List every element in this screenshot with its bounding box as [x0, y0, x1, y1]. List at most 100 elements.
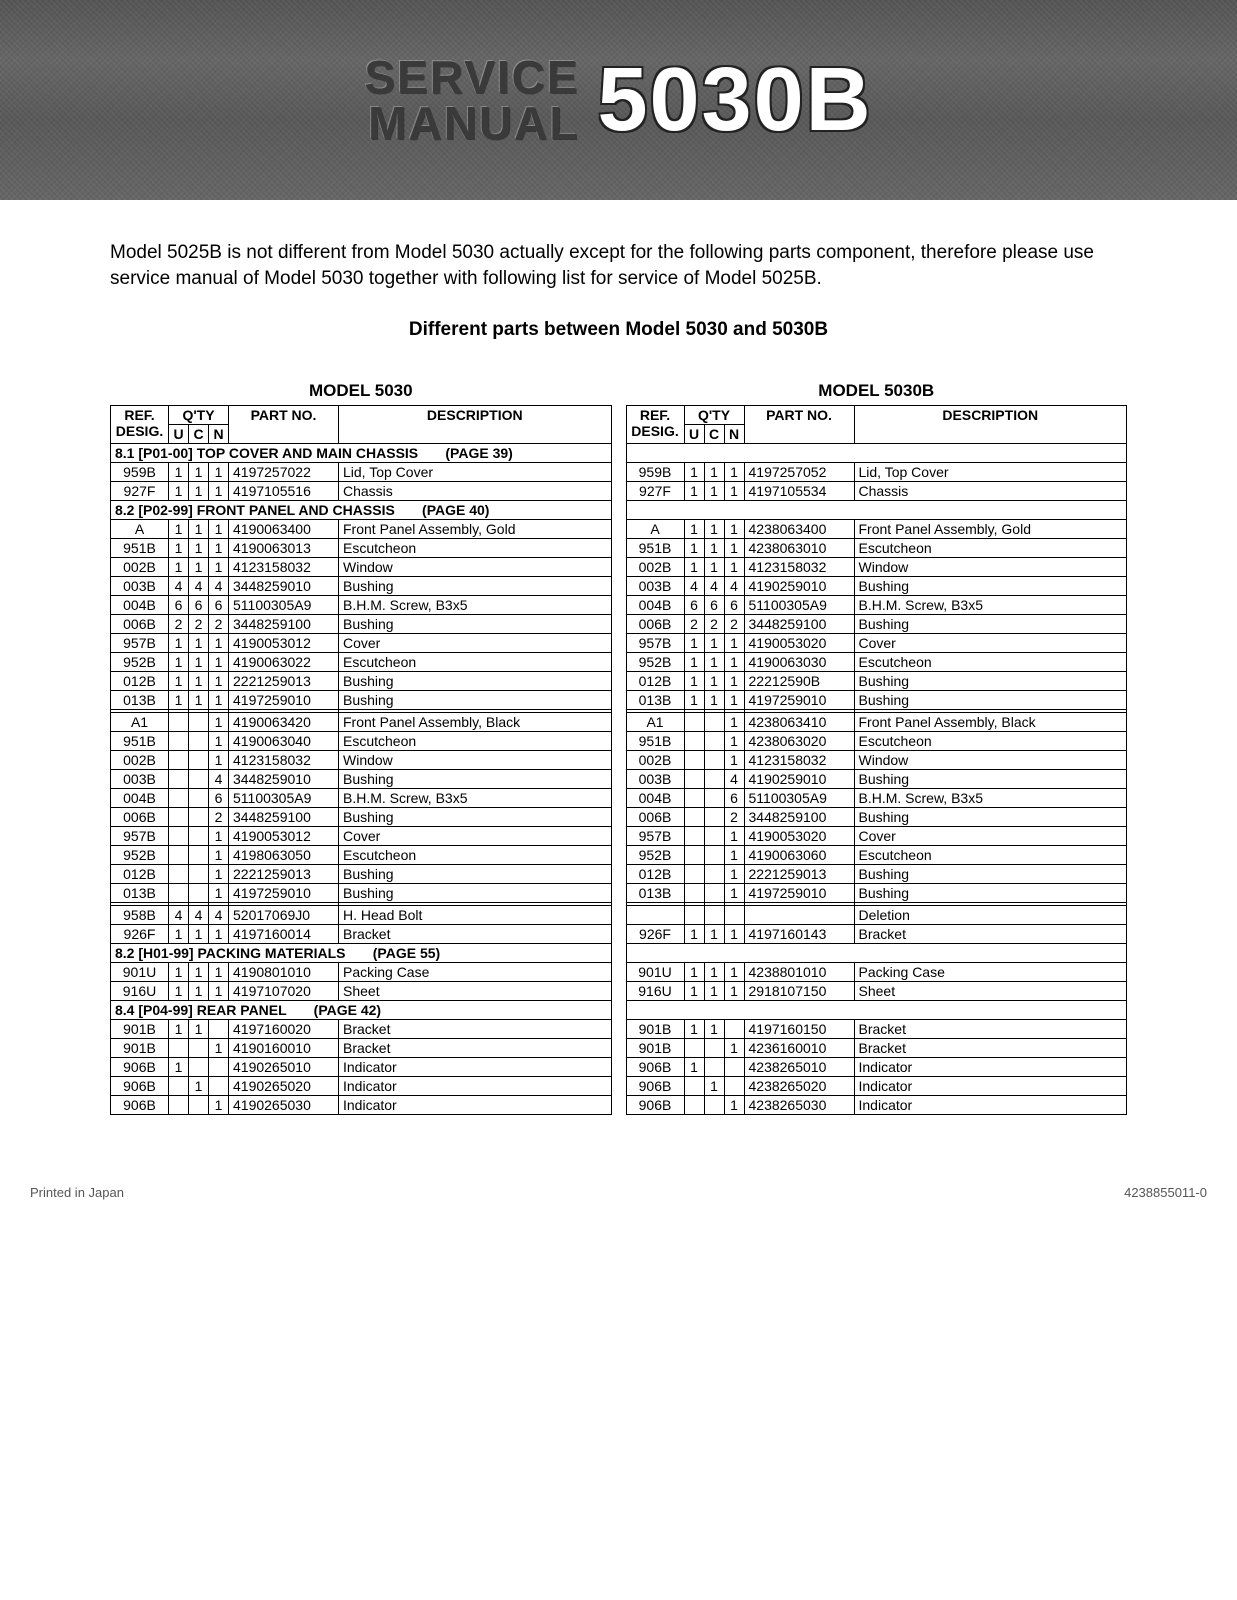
table-row: 957B 1 4190053020 Cover — [626, 827, 1127, 846]
cell-n: 1 — [724, 732, 744, 751]
cell-partno: 3448259100 — [744, 615, 854, 634]
cell-u: 1 — [684, 482, 704, 501]
cell-desc: Bushing — [339, 615, 612, 634]
cell-n — [209, 1020, 229, 1039]
cell-n: 6 — [209, 789, 229, 808]
cell-c: 1 — [189, 558, 209, 577]
cell-u: 1 — [684, 1020, 704, 1039]
cell-partno: 4197105534 — [744, 482, 854, 501]
cell-u: 1 — [169, 520, 189, 539]
cell-u: 1 — [169, 963, 189, 982]
cell-u: 6 — [169, 596, 189, 615]
cell-desc: Bracket — [339, 925, 612, 944]
table-row: 952B 1 4190063060 Escutcheon — [626, 846, 1127, 865]
cell-desc: Escutcheon — [339, 653, 612, 672]
cell-partno: 4238063410 — [744, 713, 854, 732]
cell-partno: 4123158032 — [744, 751, 854, 770]
cell-n — [724, 1058, 744, 1077]
cell-partno: 51100305A9 — [229, 596, 339, 615]
cell-ref: 004B — [111, 596, 169, 615]
cell-u: 1 — [169, 982, 189, 1001]
cell-partno: 4190259010 — [744, 577, 854, 596]
cell-ref: 959B — [626, 463, 684, 482]
cell-ref: 006B — [111, 808, 169, 827]
table-row: 926F 1 1 1 4197160014 Bracket — [111, 925, 612, 944]
cell-desc: Cover — [339, 634, 612, 653]
page: SERVICE MANUAL 5030B Model 5025B is not … — [0, 0, 1237, 1220]
cell-partno: 4238265020 — [744, 1077, 854, 1096]
cell-c — [189, 808, 209, 827]
cell-u: 1 — [684, 691, 704, 710]
cell-ref: 906B — [111, 1077, 169, 1096]
cell-desc: Window — [339, 751, 612, 770]
th-n: N — [209, 425, 229, 444]
th-u: U — [684, 425, 704, 444]
cell-ref: 013B — [626, 884, 684, 903]
cell-c — [704, 1096, 724, 1115]
cell-partno: 4190053012 — [229, 827, 339, 846]
cell-ref: 906B — [626, 1096, 684, 1115]
cell-u — [684, 827, 704, 846]
cell-desc: Chassis — [854, 482, 1127, 501]
table-row: 906B 1 4190265020 Indicator — [111, 1077, 612, 1096]
cell-ref: 013B — [626, 691, 684, 710]
table-row: 958B 4 4 4 52017069J0 H. Head Bolt — [111, 906, 612, 925]
cell-u: 6 — [684, 596, 704, 615]
table-row: 951B 1 4238063020 Escutcheon — [626, 732, 1127, 751]
cell-ref: 013B — [111, 884, 169, 903]
table-row: 012B 1 1 1 22212590B Bushing — [626, 672, 1127, 691]
cell-u — [169, 751, 189, 770]
banner-line1: SERVICE — [364, 54, 579, 100]
cell-c: 4 — [189, 577, 209, 596]
th-desc: DESCRIPTION — [854, 406, 1127, 444]
cell-partno: 4190160010 — [229, 1039, 339, 1058]
cell-ref: 013B — [111, 691, 169, 710]
table-row: 006B 2 2 2 3448259100 Bushing — [626, 615, 1127, 634]
cell-c — [704, 1058, 724, 1077]
cell-partno: 4190053012 — [229, 634, 339, 653]
cell-u: 1 — [169, 691, 189, 710]
cell-partno: 4190259010 — [744, 770, 854, 789]
cell-desc: Front Panel Assembly, Black — [339, 713, 612, 732]
table-row: 906B 1 4238265020 Indicator — [626, 1077, 1127, 1096]
section-page: (PAGE 55) — [373, 945, 440, 961]
th-ref: REF.DESIG. — [626, 406, 684, 444]
section-title: 8.2 [H01-99] PACKING MATERIALS — [631, 945, 862, 961]
table-row: 957B 1 1 1 4190053012 Cover — [111, 634, 612, 653]
cell-desc: Front Panel Assembly, Black — [854, 713, 1127, 732]
table-row: 013B 1 1 1 4197259010 Bushing — [111, 691, 612, 710]
section-page: (PAGE 40) — [422, 502, 489, 518]
cell-u — [684, 1077, 704, 1096]
cell-partno: 4197259010 — [229, 884, 339, 903]
table-row: 002B 1 4123158032 Window — [626, 751, 1127, 770]
cell-ref: A1 — [111, 713, 169, 732]
cell-desc: Bushing — [854, 808, 1127, 827]
cell-n: 1 — [209, 751, 229, 770]
cell-u — [169, 732, 189, 751]
section-header-row: 8.2 [P02-99] FRONT PANEL AND CHASSIS (PA… — [111, 501, 612, 520]
cell-desc: Bushing — [854, 865, 1127, 884]
cell-c — [704, 884, 724, 903]
cell-ref: 916U — [111, 982, 169, 1001]
cell-partno: 51100305A9 — [744, 596, 854, 615]
cell-u: 1 — [169, 653, 189, 672]
table-row: 906B 1 4190265030 Indicator — [111, 1096, 612, 1115]
cell-c: 1 — [189, 1077, 209, 1096]
cell-n: 2 — [209, 615, 229, 634]
cell-partno: 4236160010 — [744, 1039, 854, 1058]
cell-partno: 4190063040 — [229, 732, 339, 751]
table-row: 901B 1 4236160010 Bracket — [626, 1039, 1127, 1058]
cell-desc: Escutcheon — [339, 846, 612, 865]
cell-desc: Bracket — [854, 1039, 1127, 1058]
section-page: (PAGE 39) — [961, 445, 1028, 461]
cell-c: 1 — [189, 463, 209, 482]
cell-n: 1 — [209, 982, 229, 1001]
cell-c: 4 — [704, 577, 724, 596]
section-header-row: 8.2 [P02-99] FRONT PANEL AND CHASSIS (PA… — [626, 501, 1127, 520]
cell-desc: Front Panel Assembly, Gold — [854, 520, 1127, 539]
cell-desc: Escutcheon — [339, 732, 612, 751]
cell-ref: 006B — [626, 808, 684, 827]
table-row: 002B 1 1 1 4123158032 Window — [111, 558, 612, 577]
banner-line2: MANUAL — [364, 100, 579, 146]
cell-u: 1 — [684, 963, 704, 982]
